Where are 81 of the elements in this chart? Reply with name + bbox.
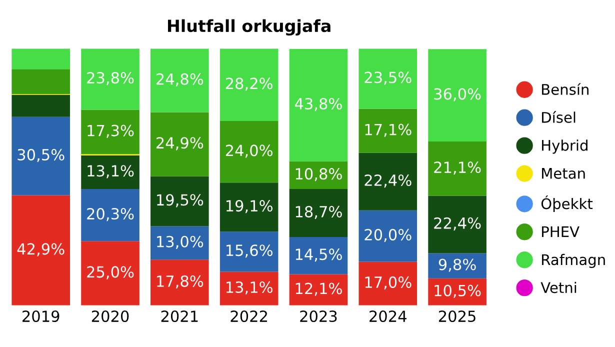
data-label: 10,5% xyxy=(434,284,481,298)
legend-label: Hybrid xyxy=(542,140,588,154)
bar xyxy=(220,272,278,306)
legend-label: Rafmagn xyxy=(542,254,605,268)
data-label: 12,1% xyxy=(296,282,342,296)
bar xyxy=(12,69,70,94)
data-label: 24,0% xyxy=(226,144,272,158)
legend-label: Bensín xyxy=(542,83,588,95)
legend-label: Metan xyxy=(542,168,585,179)
bar xyxy=(12,116,70,196)
bar xyxy=(428,253,486,278)
data-label: 21,1% xyxy=(434,162,481,175)
bar xyxy=(358,152,418,210)
data-label: 15,6% xyxy=(226,244,272,258)
bar xyxy=(289,237,348,274)
bar xyxy=(150,226,209,260)
chart-title: Hlutfall orkugjafa xyxy=(168,19,330,36)
data-label: 24,8% xyxy=(156,73,204,86)
bar xyxy=(289,48,348,162)
data-label: 36,0% xyxy=(434,88,481,102)
bar xyxy=(289,274,348,306)
bar xyxy=(358,108,418,153)
data-label: 43,8% xyxy=(294,98,342,112)
data-label: 19,5% xyxy=(157,194,204,208)
data-label: 30,5% xyxy=(18,148,64,162)
data-label: 42,9% xyxy=(17,243,64,256)
bar xyxy=(289,189,348,238)
legend-label: Dísel xyxy=(542,111,576,123)
data-label: 25,0% xyxy=(87,266,134,280)
data-label: 28,2% xyxy=(226,78,272,91)
data-label: 23,8% xyxy=(87,72,134,86)
data-label: 13,1% xyxy=(88,165,134,178)
bar xyxy=(220,48,278,121)
data-label: 23,5% xyxy=(364,72,412,85)
data-label: 19,1% xyxy=(226,200,272,214)
x-tick-label: 2023 xyxy=(300,310,337,322)
bar xyxy=(150,48,209,112)
bar xyxy=(358,48,418,109)
data-label: 22,4% xyxy=(364,174,412,188)
x-tick-label: 2020 xyxy=(92,310,129,322)
bar xyxy=(12,94,70,117)
data-label: 20,3% xyxy=(87,208,134,222)
bar xyxy=(428,196,486,254)
x-tick-label: 2024 xyxy=(370,310,406,322)
data-label: 18,7% xyxy=(296,206,342,220)
bar xyxy=(81,155,140,190)
bar xyxy=(358,210,418,262)
x-tick-label: 2022 xyxy=(230,310,267,322)
data-label: 24,9% xyxy=(156,137,204,150)
data-label: 9,8% xyxy=(438,258,476,272)
bar xyxy=(12,195,70,306)
bar xyxy=(81,110,140,154)
data-label: 17,0% xyxy=(365,276,412,290)
bar xyxy=(81,189,140,242)
bar xyxy=(358,262,418,306)
data-label: 20,0% xyxy=(364,228,412,242)
x-tick-label: 2021 xyxy=(161,310,198,322)
bar xyxy=(81,48,140,110)
bar xyxy=(220,182,278,232)
bar xyxy=(428,142,486,196)
bar xyxy=(12,48,70,70)
data-label: 17,1% xyxy=(365,124,412,137)
data-label: 13,1% xyxy=(226,281,272,295)
data-label: 22,4% xyxy=(434,217,481,230)
x-tick-label: 2019 xyxy=(22,310,60,322)
bar xyxy=(220,232,278,272)
bar xyxy=(428,49,486,142)
legend-label: PHEV xyxy=(542,226,580,237)
data-label: 14,5% xyxy=(296,248,342,262)
data-label: 17,8% xyxy=(157,275,204,288)
x-tick-label: 2025 xyxy=(438,310,476,322)
legend-label: Óþekkt xyxy=(541,196,593,212)
bar xyxy=(150,260,209,306)
bar xyxy=(150,176,209,226)
data-label: 17,3% xyxy=(88,124,134,138)
legend-label: Vetni xyxy=(540,282,576,294)
bar xyxy=(81,241,140,306)
bar xyxy=(150,112,209,176)
data-label: 10,8% xyxy=(296,168,342,182)
data-label: 13,0% xyxy=(157,236,204,249)
bar xyxy=(220,120,278,183)
